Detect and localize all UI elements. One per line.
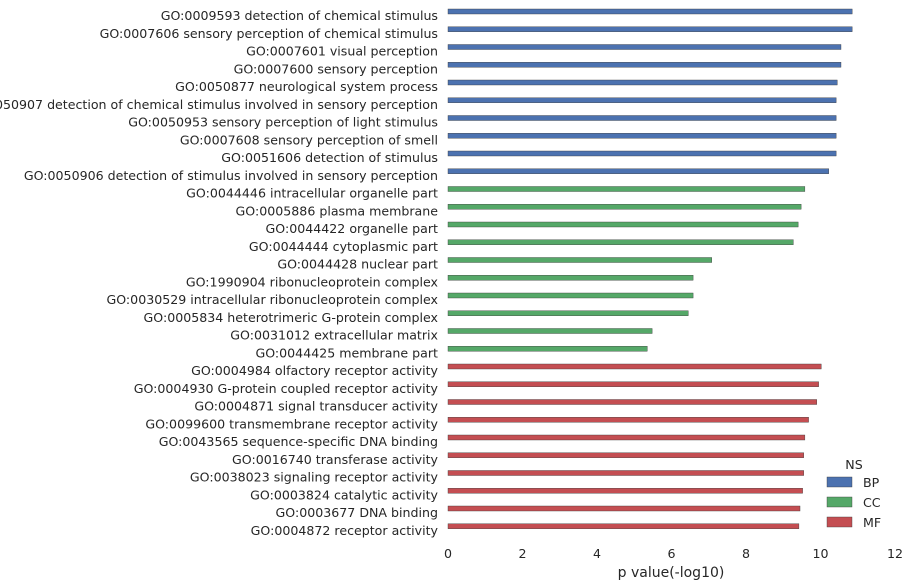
category-label: GO:0050907 detection of chemical stimulu… <box>0 97 438 112</box>
x-tick-label: 0 <box>444 546 452 561</box>
category-label: GO:0007608 sensory perception of smell <box>180 132 438 147</box>
bar-cc-3 <box>447 221 799 228</box>
category-label: GO:0005886 plasma membrane <box>236 203 439 218</box>
legend-title: NS <box>845 457 862 472</box>
bar-bp-1 <box>447 8 853 15</box>
legend-label-bp: BP <box>863 475 880 490</box>
bar-bp-7 <box>447 115 837 121</box>
bar-mf-9 <box>447 505 801 512</box>
category-label: GO:0007606 sensory perception of chemica… <box>100 26 438 41</box>
category-label: GO:0043565 sequence-specific DNA binding <box>159 434 438 449</box>
legend-label-mf: MF <box>863 515 881 530</box>
bar-bp-6 <box>447 97 837 103</box>
bar-mf-4 <box>447 417 809 423</box>
category-label: GO:0004984 olfactory receptor activity <box>191 363 438 378</box>
bar-mf-6 <box>447 452 804 458</box>
bar-cc-2 <box>447 204 802 210</box>
bar-mf-8 <box>447 488 803 494</box>
bar-mf-10 <box>447 523 800 529</box>
category-label: GO:0005834 heterotrimeric G-protein comp… <box>144 310 439 325</box>
bar-cc-8 <box>447 310 689 316</box>
category-label: GO:0009593 detection of chemical stimulu… <box>161 8 438 23</box>
category-label: GO:0016740 transferase activity <box>232 452 439 467</box>
x-tick-label: 2 <box>518 546 526 561</box>
category-label: GO:0003824 catalytic activity <box>250 487 438 502</box>
category-label: GO:0038023 signaling receptor activity <box>190 470 439 485</box>
category-label: GO:0050877 neurological system process <box>175 79 438 94</box>
bar-mf-5 <box>447 434 806 441</box>
x-axis: 0 2 4 6 8 10 12 p value(-log10) <box>444 546 903 581</box>
legend-swatch-bp <box>826 476 853 488</box>
x-tick-labels-group: 0 2 4 6 8 10 12 <box>444 546 903 561</box>
bar-cc-5 <box>447 257 712 263</box>
category-labels-group: GO:0009593 detection of chemical stimulu… <box>0 8 439 538</box>
legend-items-group: BP CC MF <box>826 475 881 530</box>
category-label: GO:0007601 visual perception <box>246 44 438 59</box>
bar-cc-10 <box>447 346 648 352</box>
category-label: GO:0004930 G-protein coupled receptor ac… <box>134 381 439 396</box>
bar-bp-5 <box>447 79 838 86</box>
bar-bp-10 <box>447 168 829 174</box>
bar-cc-9 <box>447 328 653 334</box>
x-axis-title: p value(-log10) <box>618 565 725 581</box>
category-label: GO:0007600 sensory perception <box>234 61 438 76</box>
x-tick-label: 12 <box>887 546 903 561</box>
legend-label-cc: CC <box>863 495 881 510</box>
category-label: GO:0044446 intracellular organelle part <box>186 186 438 201</box>
category-label: GO:0050953 sensory perception of light s… <box>128 115 438 130</box>
bar-cc-6 <box>447 275 694 281</box>
category-label: GO:0044444 cytoplasmic part <box>249 239 438 254</box>
bar-mf-3 <box>447 399 817 405</box>
category-label: GO:1990904 ribonucleoprotein complex <box>186 274 439 289</box>
category-label: GO:0044422 organelle part <box>266 221 439 236</box>
category-label: GO:0030529 intracellular ribonucleoprote… <box>106 292 438 307</box>
x-tick-label: 10 <box>812 546 828 561</box>
x-tick-label: 4 <box>593 546 601 561</box>
category-label: GO:0004871 signal transducer activity <box>194 399 438 414</box>
bar-cc-7 <box>447 292 694 299</box>
bar-cc-1 <box>447 186 806 192</box>
bar-mf-1 <box>447 363 822 370</box>
bars-group <box>447 8 853 529</box>
bar-cc-4 <box>447 239 794 245</box>
category-label: GO:0003677 DNA binding <box>276 505 438 520</box>
bar-bp-2 <box>447 26 853 32</box>
legend: NS BP CC MF <box>826 457 881 530</box>
bar-bp-3 <box>447 44 842 50</box>
bar-mf-2 <box>447 381 819 387</box>
x-tick-label: 8 <box>742 546 750 561</box>
legend-swatch-mf <box>826 516 853 528</box>
category-label: GO:0051606 detection of stimulus <box>221 150 438 165</box>
bar-mf-7 <box>447 470 804 476</box>
category-label: GO:0050906 detection of stimulus involve… <box>24 168 438 183</box>
category-label: GO:0004872 receptor activity <box>251 523 439 538</box>
legend-swatch-cc <box>826 496 853 508</box>
category-label: GO:0044428 nuclear part <box>277 257 438 272</box>
category-label: GO:0099600 transmembrane receptor activi… <box>145 416 438 431</box>
category-label: GO:0044425 membrane part <box>255 345 438 360</box>
bar-bp-9 <box>447 150 837 157</box>
bar-bp-4 <box>447 62 842 68</box>
x-tick-label: 6 <box>667 546 675 561</box>
bar-bp-8 <box>447 133 837 139</box>
category-label: GO:0031012 extracellular matrix <box>230 328 438 343</box>
